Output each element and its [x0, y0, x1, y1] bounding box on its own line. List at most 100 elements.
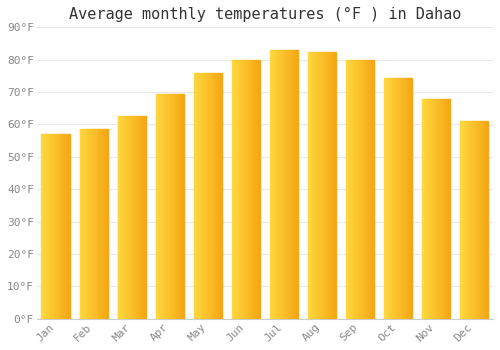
Bar	[174, 94, 176, 319]
Bar	[221, 73, 222, 319]
Bar	[395, 77, 396, 319]
Bar	[200, 73, 201, 319]
Bar	[80, 130, 108, 319]
Bar	[82, 130, 84, 319]
Bar	[169, 94, 170, 319]
Bar	[402, 77, 404, 319]
Bar	[426, 99, 428, 319]
Bar	[274, 50, 276, 319]
Bar	[399, 77, 400, 319]
Bar	[324, 51, 325, 319]
Bar	[390, 77, 392, 319]
Bar	[433, 99, 434, 319]
Bar	[364, 60, 366, 319]
Bar	[281, 50, 282, 319]
Bar	[366, 60, 368, 319]
Bar	[238, 60, 239, 319]
Bar	[142, 117, 143, 319]
Bar	[48, 134, 49, 319]
Bar	[410, 77, 412, 319]
Bar	[214, 73, 216, 319]
Bar	[476, 121, 477, 319]
Bar	[165, 94, 166, 319]
Bar	[194, 73, 222, 319]
Bar	[358, 60, 359, 319]
Bar	[162, 94, 163, 319]
Bar	[400, 77, 401, 319]
Bar	[328, 51, 330, 319]
Bar	[393, 77, 394, 319]
Bar	[122, 117, 123, 319]
Bar	[290, 50, 292, 319]
Bar	[54, 134, 55, 319]
Bar	[206, 73, 207, 319]
Bar	[478, 121, 479, 319]
Bar	[357, 60, 358, 319]
Bar	[368, 60, 370, 319]
Bar	[104, 130, 105, 319]
Bar	[484, 121, 486, 319]
Bar	[286, 50, 287, 319]
Bar	[258, 60, 259, 319]
Bar	[42, 134, 70, 319]
Bar	[245, 60, 246, 319]
Bar	[232, 60, 260, 319]
Bar	[317, 51, 318, 319]
Bar	[202, 73, 203, 319]
Bar	[166, 94, 167, 319]
Bar	[84, 130, 85, 319]
Bar	[441, 99, 442, 319]
Title: Average monthly temperatures (°F ) in Dahao: Average monthly temperatures (°F ) in Da…	[68, 7, 461, 22]
Bar	[362, 60, 363, 319]
Bar	[330, 51, 332, 319]
Bar	[288, 50, 290, 319]
Bar	[58, 134, 59, 319]
Bar	[312, 51, 314, 319]
Bar	[118, 117, 120, 319]
Bar	[44, 134, 46, 319]
Bar	[53, 134, 54, 319]
Bar	[127, 117, 128, 319]
Bar	[438, 99, 439, 319]
Bar	[270, 50, 272, 319]
Bar	[156, 94, 158, 319]
Bar	[475, 121, 476, 319]
Bar	[69, 134, 70, 319]
Bar	[462, 121, 464, 319]
Bar	[363, 60, 364, 319]
Bar	[285, 50, 286, 319]
Bar	[207, 73, 208, 319]
Bar	[434, 99, 435, 319]
Bar	[163, 94, 164, 319]
Bar	[370, 60, 372, 319]
Bar	[100, 130, 102, 319]
Bar	[479, 121, 480, 319]
Bar	[272, 50, 274, 319]
Bar	[472, 121, 473, 319]
Bar	[460, 121, 488, 319]
Bar	[314, 51, 316, 319]
Bar	[297, 50, 298, 319]
Bar	[276, 50, 277, 319]
Bar	[392, 77, 393, 319]
Bar	[182, 94, 183, 319]
Bar	[181, 94, 182, 319]
Bar	[321, 51, 322, 319]
Bar	[134, 117, 136, 319]
Bar	[216, 73, 218, 319]
Bar	[406, 77, 408, 319]
Bar	[239, 60, 240, 319]
Bar	[172, 94, 174, 319]
Bar	[356, 60, 357, 319]
Bar	[198, 73, 200, 319]
Bar	[236, 60, 238, 319]
Bar	[284, 50, 285, 319]
Bar	[90, 130, 91, 319]
Bar	[473, 121, 474, 319]
Bar	[466, 121, 468, 319]
Bar	[67, 134, 68, 319]
Bar	[164, 94, 165, 319]
Bar	[136, 117, 138, 319]
Bar	[107, 130, 108, 319]
Bar	[128, 117, 129, 319]
